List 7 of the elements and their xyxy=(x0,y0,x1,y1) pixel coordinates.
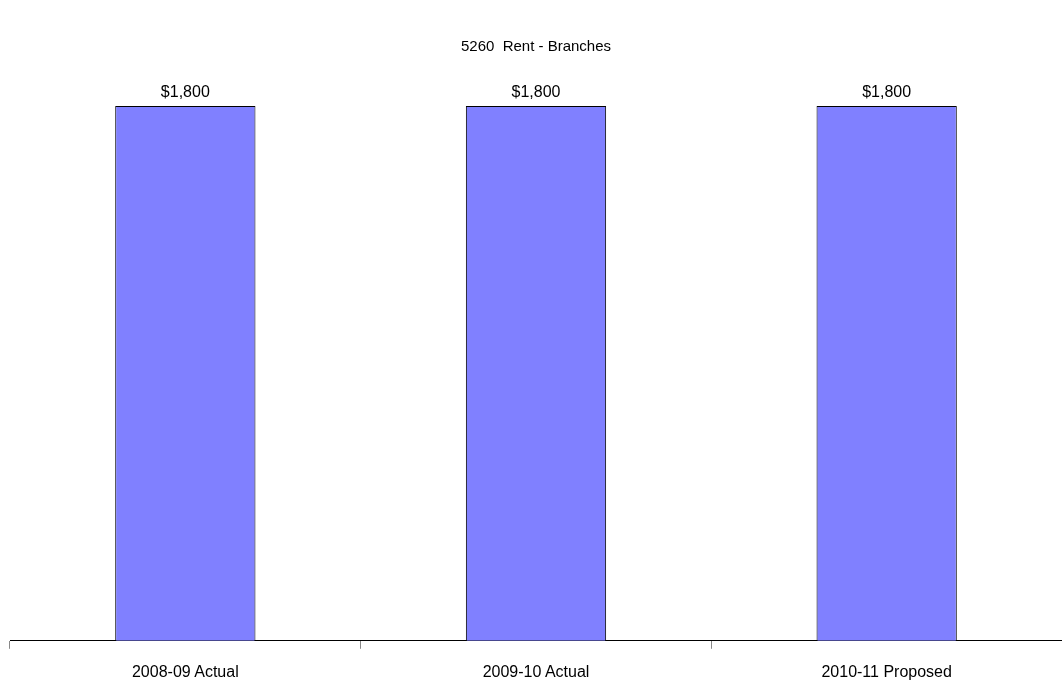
x-tick-label: 2009-10 Actual xyxy=(482,662,590,680)
data-label: $1,800 xyxy=(862,83,912,101)
chart-title: 5260 Rent - Branches xyxy=(460,37,612,55)
x-tick-label: 2008-09 Actual xyxy=(131,662,239,680)
data-label: $1,800 xyxy=(160,83,210,101)
x-tick-label: 2010-11 Proposed xyxy=(821,662,952,680)
data-label: $1,800 xyxy=(511,83,561,101)
